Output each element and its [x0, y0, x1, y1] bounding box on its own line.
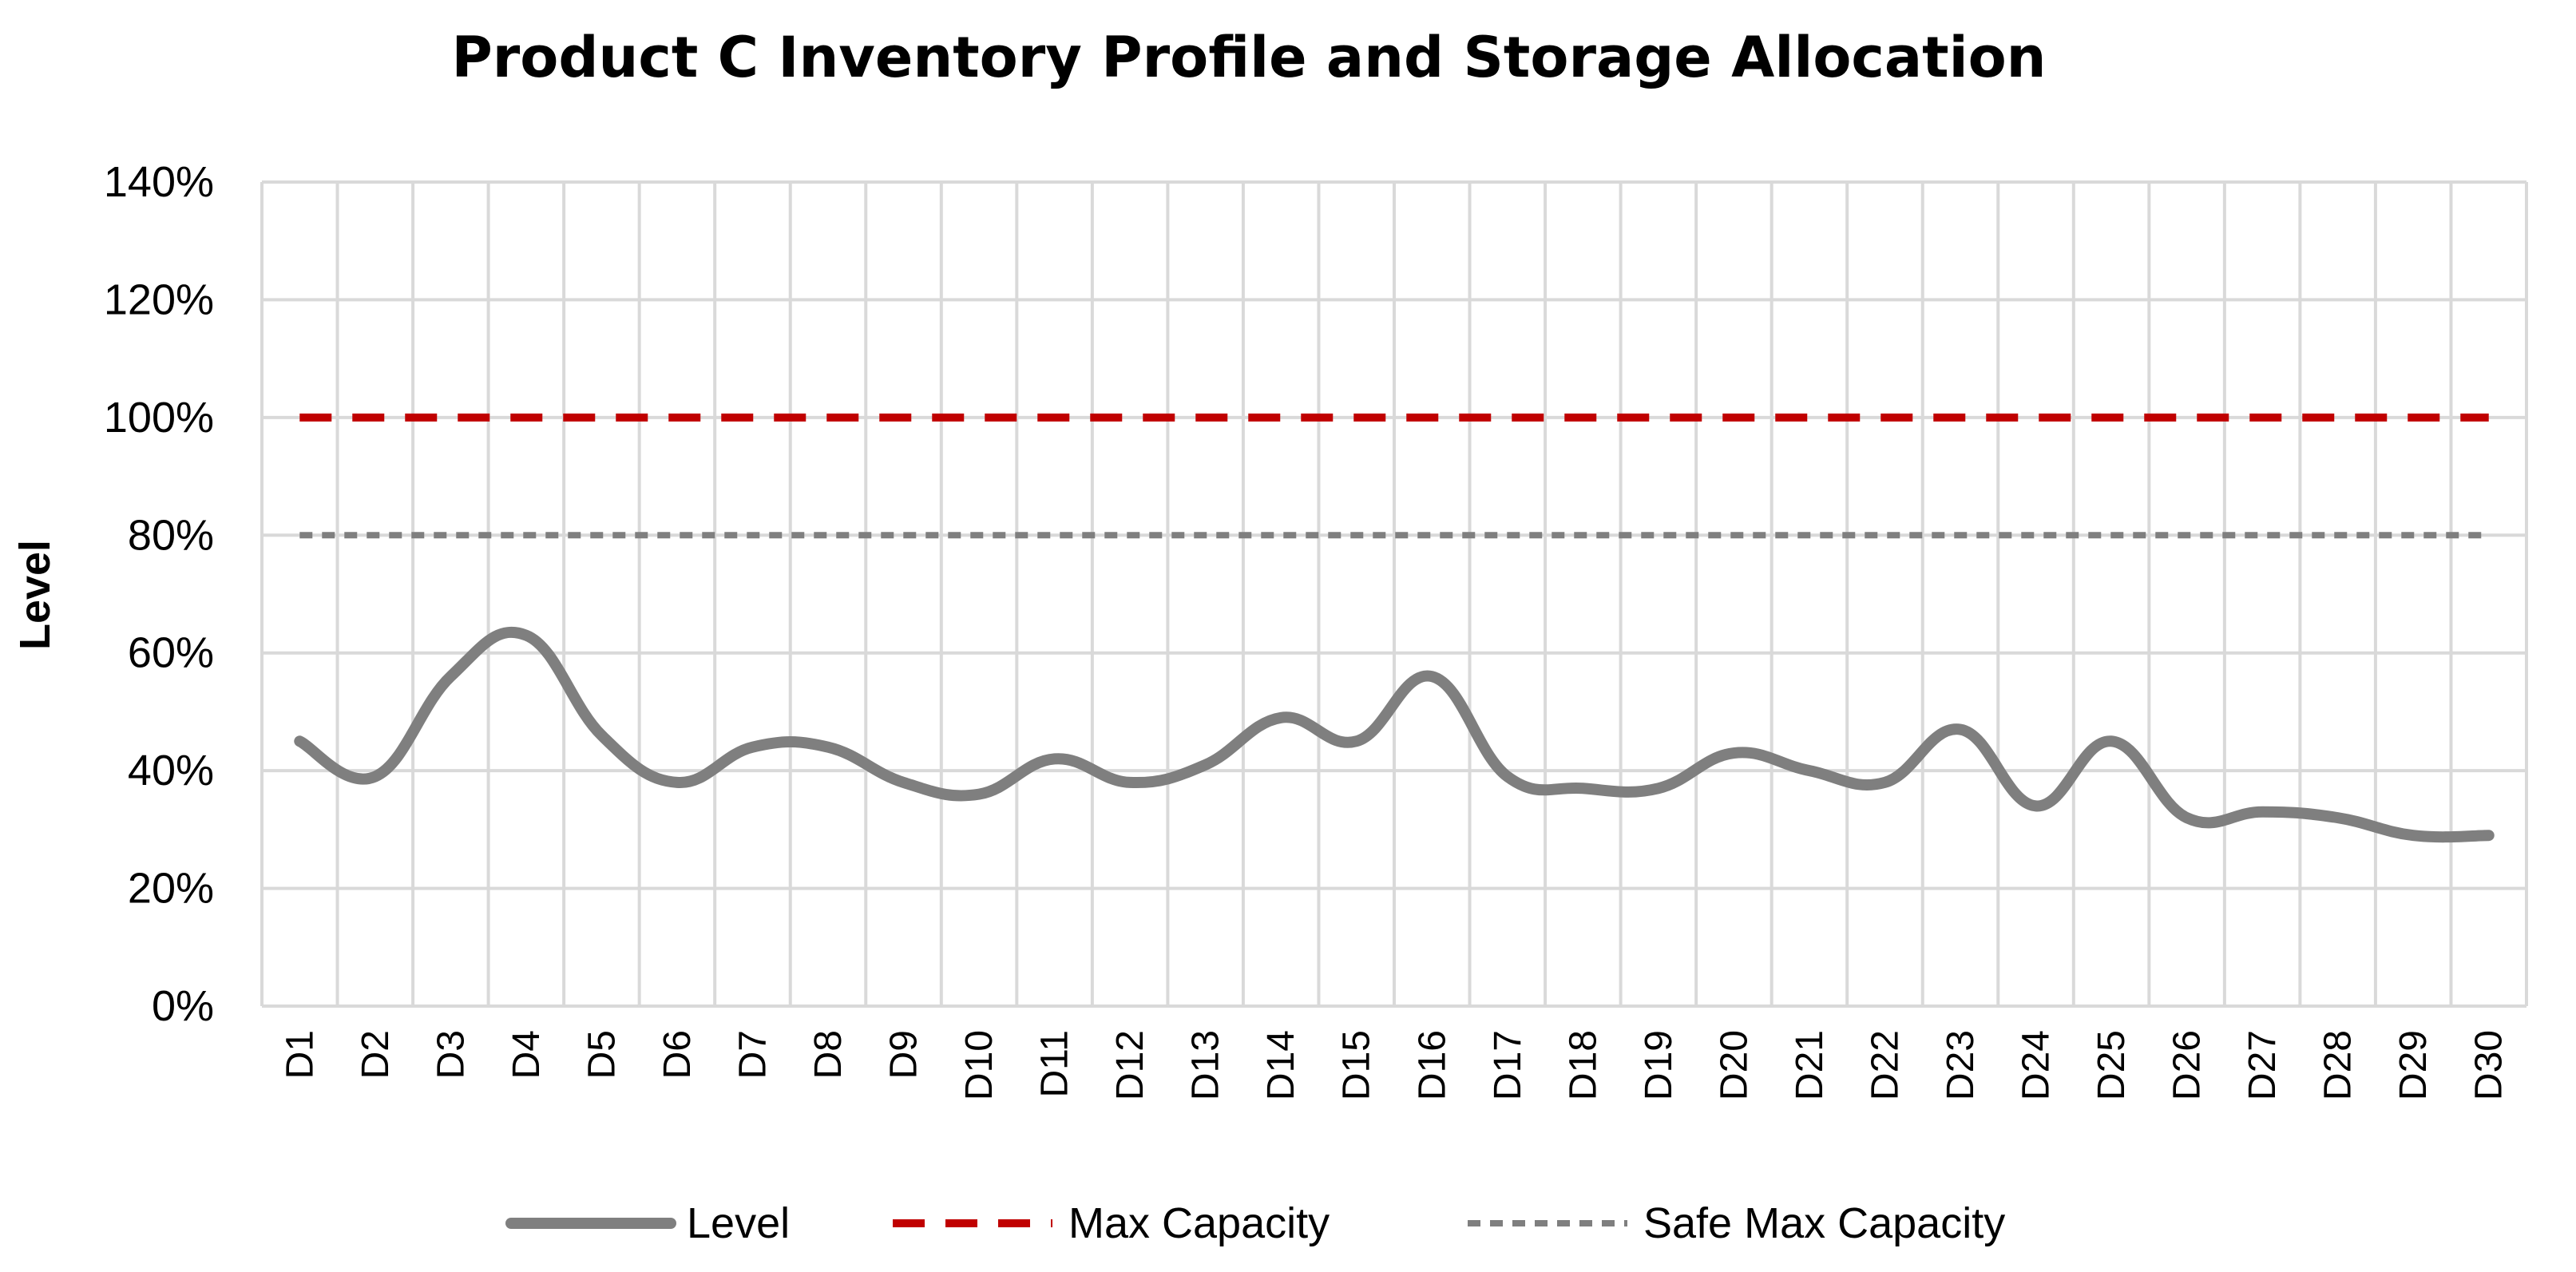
x-tick-label: D25	[2091, 1030, 2133, 1100]
x-tick-label: D24	[2015, 1030, 2058, 1100]
x-tick-label: D30	[2468, 1030, 2511, 1100]
y-tick-label: 100%	[104, 394, 214, 442]
legend: Level Max Capacity Safe Max Capacity	[505, 1199, 2005, 1247]
x-tick-label: D21	[1789, 1030, 1831, 1100]
x-tick-label: D16	[1411, 1030, 1453, 1100]
y-axis-label: Level	[11, 540, 59, 650]
x-tick-label: D4	[505, 1030, 548, 1079]
y-tick-labels: 0% 20% 40% 60% 80% 100% 120% 140%	[104, 158, 214, 1030]
x-tick-label: D22	[1864, 1030, 1906, 1100]
x-tick-label: D14	[1260, 1030, 1302, 1100]
x-tick-label: D17	[1487, 1030, 1529, 1100]
legend-label: Max Capacity	[1068, 1199, 1330, 1247]
x-tick-label: D5	[581, 1030, 623, 1079]
x-tick-label: D27	[2241, 1030, 2284, 1100]
x-tick-label: D18	[1562, 1030, 1604, 1100]
series-lines	[294, 413, 2495, 843]
x-tick-label: D23	[1940, 1030, 1982, 1100]
x-tick-label: D29	[2392, 1030, 2435, 1100]
series-level	[294, 626, 2495, 843]
x-tick-label: D8	[807, 1030, 850, 1079]
x-tick-label: D20	[1713, 1030, 1755, 1100]
x-tick-label: D19	[1638, 1030, 1680, 1100]
y-tick-label: 140%	[104, 158, 214, 206]
x-tick-label: D15	[1336, 1030, 1378, 1100]
x-tick-label: D1	[279, 1030, 321, 1079]
y-tick-label: 80%	[128, 511, 214, 559]
y-tick-label: 0%	[152, 982, 214, 1030]
x-tick-label: D2	[355, 1030, 397, 1079]
x-tick-label: D28	[2317, 1030, 2360, 1100]
x-tick-label: D10	[958, 1030, 1001, 1100]
y-tick-label: 120%	[104, 275, 214, 323]
legend-label: Level	[687, 1199, 790, 1247]
x-tick-label: D3	[430, 1030, 472, 1079]
x-tick-labels: D1 D2 D3 D4 D5 D6 D7 D8 D9 D10 D11 D12 D13 D14 D15 D16 D…	[279, 1030, 2510, 1100]
y-tick-label: 40%	[128, 747, 214, 795]
x-tick-label: D7	[731, 1030, 774, 1079]
x-tick-label: D6	[656, 1030, 699, 1079]
y-tick-label: 60%	[128, 629, 214, 677]
x-tick-label: D11	[1034, 1030, 1076, 1098]
x-tick-label: D13	[1185, 1030, 1227, 1100]
x-tick-label: D12	[1109, 1030, 1151, 1100]
chart-title: Product C Inventory Profile and Storage …	[451, 25, 2046, 90]
y-tick-label: 20%	[128, 865, 214, 913]
x-tick-label: D9	[883, 1030, 925, 1079]
x-tick-label: D26	[2166, 1030, 2209, 1100]
legend-label: Safe Max Capacity	[1643, 1199, 2005, 1247]
